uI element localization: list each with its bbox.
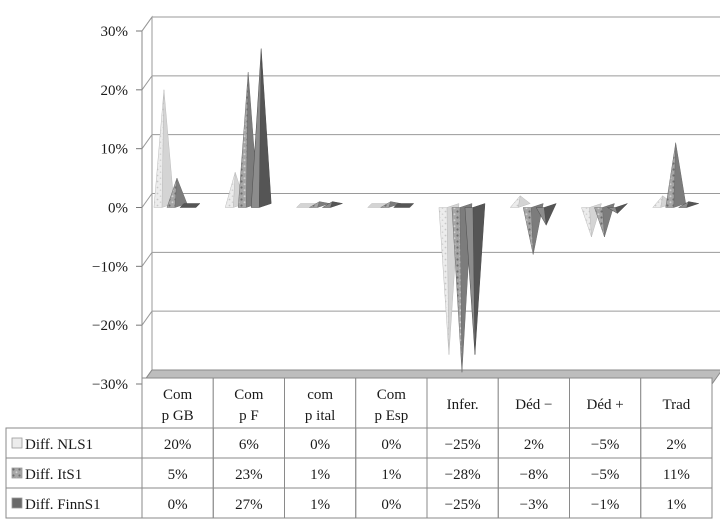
- data-label: 0%: [381, 437, 401, 453]
- pyramid: [237, 72, 249, 208]
- data-label: 1%: [381, 467, 401, 483]
- pyramid: [224, 172, 236, 208]
- y-tick-label: −30%: [92, 377, 128, 393]
- gridline: [141, 16, 720, 32]
- data-label: −1%: [591, 497, 619, 513]
- data-label: −25%: [445, 437, 481, 453]
- category-label: Infer.: [447, 397, 479, 413]
- category-label: Déd +: [587, 397, 624, 413]
- y-tick-label: 20%: [101, 83, 129, 99]
- pyramid: [606, 207, 618, 214]
- pyramid: [535, 207, 547, 226]
- pyramid: [581, 207, 592, 237]
- gridline: [141, 75, 720, 91]
- data-label: 11%: [663, 467, 690, 483]
- data-label: −25%: [445, 497, 481, 513]
- y-tick-label: 10%: [101, 142, 129, 158]
- legend-cell: [5, 487, 143, 519]
- data-label: 23%: [235, 467, 263, 483]
- table-header-cell: [212, 377, 285, 429]
- series-3: [179, 48, 700, 355]
- category-label: p GB: [162, 408, 194, 424]
- legend-entry: Diff. NLS1: [25, 437, 93, 453]
- data-label: −5%: [591, 467, 619, 483]
- category-label: Com: [234, 387, 264, 403]
- category-label: Déd −: [515, 397, 552, 413]
- table-header-cell: [497, 377, 570, 429]
- y-tick-label: −10%: [92, 259, 128, 275]
- pyramid: [509, 194, 521, 208]
- data-label: −28%: [445, 467, 481, 483]
- data-label: 6%: [239, 437, 259, 453]
- y-tick-label: −20%: [92, 318, 128, 334]
- pyramid: [379, 201, 392, 208]
- pyramid: [451, 207, 463, 373]
- data-label: 1%: [310, 497, 330, 513]
- series-2: [166, 72, 686, 373]
- pyramid: [464, 207, 476, 355]
- data-label: 0%: [168, 497, 188, 513]
- gridline: [141, 310, 720, 326]
- pyramid: [594, 207, 605, 237]
- pyramid: [321, 201, 333, 208]
- pyramid: [438, 207, 450, 355]
- data-label: 1%: [666, 497, 686, 513]
- data-label: −5%: [591, 437, 619, 453]
- gridline: [141, 193, 720, 208]
- pyramid: [179, 203, 201, 208]
- data-label: 27%: [235, 497, 263, 513]
- table-header-cell: [640, 377, 713, 429]
- legend-swatch: [11, 467, 23, 479]
- pyramid: [166, 178, 178, 208]
- data-label: −3%: [520, 497, 548, 513]
- pyramid: [652, 194, 664, 208]
- data-label: −8%: [520, 467, 548, 483]
- pyramid: [665, 142, 676, 208]
- y-tick-label: 30%: [101, 24, 129, 40]
- category-label: Trad: [662, 397, 690, 413]
- table-header-cell: [569, 377, 642, 429]
- legend-cell: [5, 457, 143, 489]
- data-label: 1%: [310, 467, 330, 483]
- legend-entry: Diff. FinnS1: [25, 497, 101, 513]
- pyramid: [677, 201, 690, 208]
- pyramid: [522, 207, 534, 255]
- data-label: 2%: [666, 437, 686, 453]
- pyramid: [308, 201, 320, 208]
- y-tick-label: 0%: [108, 201, 128, 217]
- pyramid: [393, 203, 415, 208]
- data-label: 20%: [164, 437, 192, 453]
- legend-swatch: [11, 437, 23, 449]
- pyramid: [250, 48, 262, 208]
- data-label: 5%: [168, 467, 188, 483]
- legend-swatch: [11, 497, 23, 509]
- data-label: 0%: [310, 437, 330, 453]
- gridline: [141, 134, 720, 149]
- table-header-cell: [284, 377, 357, 429]
- gridline: [141, 251, 720, 267]
- category-label: com: [307, 387, 333, 403]
- category-label: Com: [163, 387, 193, 403]
- category-label: p Esp: [375, 408, 409, 424]
- data-label: 0%: [381, 497, 401, 513]
- table-header-cell: [141, 377, 214, 429]
- data-label: 2%: [524, 437, 544, 453]
- category-label: p ital: [305, 408, 335, 424]
- table-cell: [640, 487, 713, 519]
- table-header-cell: [426, 377, 499, 429]
- category-label: p F: [239, 408, 259, 424]
- legend-entry: Diff. ItS1: [25, 467, 82, 483]
- category-label: Com: [377, 387, 407, 403]
- pyramid: [153, 89, 165, 208]
- legend-cell: [5, 427, 143, 459]
